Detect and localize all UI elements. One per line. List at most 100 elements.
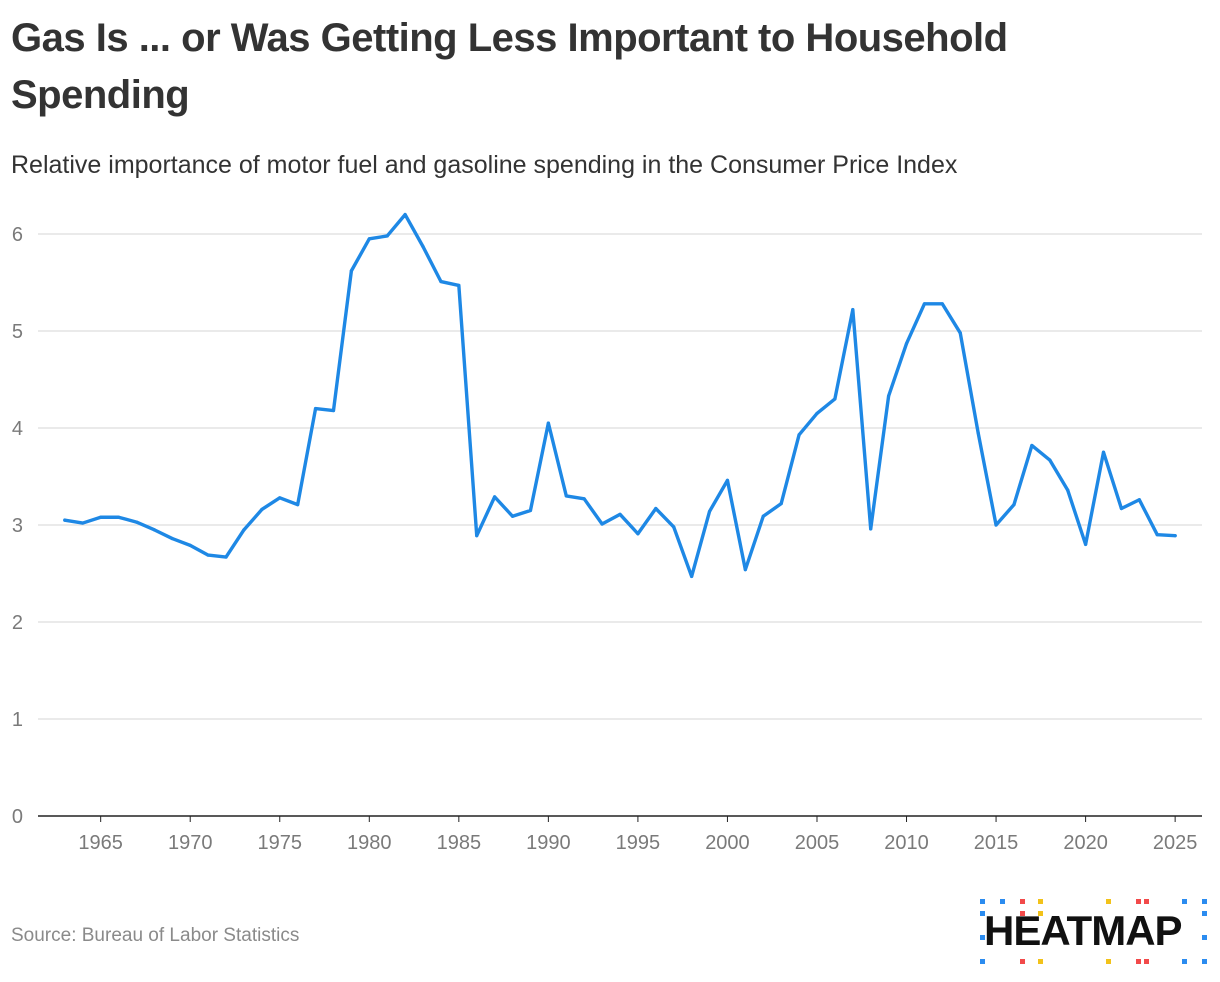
data-point <box>618 512 622 516</box>
data-point <box>833 397 837 401</box>
data-point <box>761 514 765 518</box>
data-point <box>439 279 443 284</box>
logo-dot <box>1106 899 1111 904</box>
y-tick-label: 0 <box>12 806 23 828</box>
data-point <box>475 534 479 538</box>
data-point <box>564 494 568 498</box>
data-point <box>922 302 927 306</box>
logo-dot <box>1020 911 1025 916</box>
chart-subtitle: Relative importance of motor fuel and ga… <box>11 151 958 179</box>
x-tick-label: 2005 <box>795 832 840 854</box>
data-point <box>457 283 461 288</box>
data-point <box>403 213 407 217</box>
data-point <box>278 496 282 500</box>
data-point <box>672 525 676 529</box>
data-point <box>81 521 85 525</box>
data-point <box>546 421 550 425</box>
data-point <box>636 532 640 536</box>
x-tick-label: 1990 <box>526 832 571 854</box>
logo-wordmark: HEATMAP <box>984 907 1183 954</box>
data-point <box>242 528 246 532</box>
data-point <box>63 518 67 522</box>
logo-dot <box>1202 935 1207 940</box>
data-point <box>797 433 801 437</box>
data-point <box>116 515 121 519</box>
line-chart: 0 1 2 3 4 5 6 1965 1970 1975 1980 1985 1990 1995 2000… <box>12 212 1202 854</box>
data-point <box>887 394 891 398</box>
data-point <box>1084 542 1088 547</box>
data-point <box>385 234 389 238</box>
logo-dot <box>980 959 985 964</box>
x-tick-label: 1975 <box>258 832 303 854</box>
x-tick-label: 1980 <box>347 832 392 854</box>
y-tick-label: 5 <box>12 321 23 343</box>
data-point <box>851 308 855 312</box>
data-point <box>170 536 174 541</box>
logo-dot <box>980 899 985 904</box>
logo-dot-border <box>980 899 1207 964</box>
logo-dot <box>1106 959 1111 964</box>
data-point <box>1173 534 1177 538</box>
data-point <box>707 509 712 514</box>
logo-dot <box>1144 959 1149 964</box>
logo-dot <box>1020 899 1025 904</box>
data-point <box>1155 533 1159 537</box>
logo-dot <box>1136 959 1141 964</box>
x-tick-label: 1995 <box>616 832 661 854</box>
data-point <box>994 523 998 527</box>
logo-dot <box>1202 911 1207 916</box>
logo-dot <box>1038 911 1043 916</box>
x-tick-label: 2010 <box>884 832 929 854</box>
y-tick-label: 6 <box>12 224 23 246</box>
logo-dot <box>980 911 985 916</box>
x-tick-label: 1970 <box>168 832 213 854</box>
x-tick-label: 2025 <box>1153 832 1198 854</box>
y-tick-label: 2 <box>12 612 23 634</box>
data-point <box>260 507 264 512</box>
gridlines <box>38 233 1202 817</box>
data-point <box>1048 458 1052 462</box>
data-point <box>654 506 658 511</box>
series-line <box>63 212 1177 579</box>
heatmap-logo: HEATMAP <box>978 895 1210 967</box>
logo-dot <box>1038 959 1043 964</box>
x-axis-ticks: 1965 1970 1975 1980 1985 1990 1995 2000 2005 2010… <box>78 816 1197 854</box>
x-tick-label: 2020 <box>1063 832 1108 854</box>
data-point <box>188 543 192 547</box>
data-point <box>421 245 425 249</box>
data-point <box>1030 443 1034 448</box>
data-point <box>331 408 336 413</box>
x-tick-label: 1965 <box>78 832 123 854</box>
data-point <box>313 407 318 411</box>
x-tick-label: 2015 <box>974 832 1019 854</box>
data-points <box>63 213 1177 579</box>
logo-dot <box>980 935 985 940</box>
data-point <box>1137 498 1141 502</box>
source-note: Source: Bureau of Labor Statistics <box>11 925 300 946</box>
logo-dot <box>1038 899 1043 904</box>
data-point <box>134 520 139 524</box>
data-point <box>1101 450 1106 454</box>
logo-dot <box>1182 899 1187 904</box>
data-point <box>600 522 604 526</box>
data-point <box>1012 503 1016 507</box>
data-point <box>815 411 819 416</box>
y-tick-label: 1 <box>12 709 23 731</box>
chart-title: Gas Is ... or Was Getting Less Important… <box>11 16 1008 117</box>
data-point <box>690 574 694 579</box>
x-tick-label: 1985 <box>437 832 482 854</box>
data-point <box>779 502 783 506</box>
logo-dot <box>1136 899 1141 904</box>
data-point <box>206 553 210 557</box>
logo-dot <box>1202 959 1207 964</box>
logo-dot <box>1020 959 1025 964</box>
logo-dot <box>1000 899 1005 904</box>
data-point <box>510 514 515 518</box>
data-point <box>224 555 228 559</box>
data-point <box>743 568 747 572</box>
y-tick-label: 3 <box>12 515 23 537</box>
data-point <box>958 331 962 335</box>
data-point <box>296 503 300 507</box>
data-point <box>1119 506 1124 511</box>
logo-dot <box>1202 899 1207 904</box>
